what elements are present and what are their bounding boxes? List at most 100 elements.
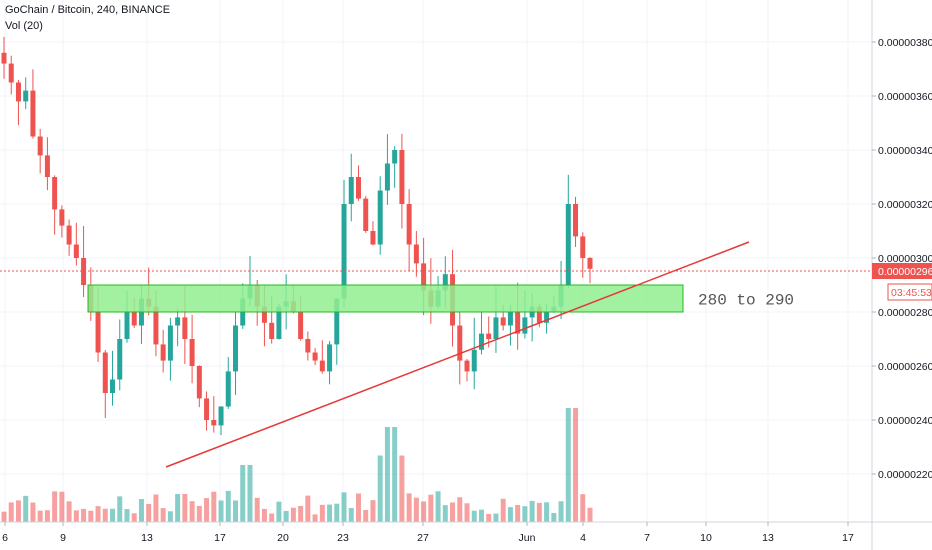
volume-bar [442, 505, 448, 522]
volume-bar [428, 494, 434, 522]
volume-bar [102, 508, 108, 522]
candle-body [500, 317, 506, 326]
volume-bar [254, 497, 260, 522]
volume-bar [189, 501, 195, 522]
price-tick-label: 0.00000360 [878, 91, 932, 103]
last-price-badge [872, 263, 932, 279]
volume-bar [312, 514, 318, 522]
volume-bar [276, 501, 282, 522]
volume-bar [283, 510, 289, 522]
volume-bar [30, 502, 36, 522]
volume-bar [298, 505, 304, 522]
candle-body [319, 360, 325, 372]
volume-bar [131, 513, 137, 522]
volume-bar [167, 511, 173, 522]
candle-body [392, 150, 398, 164]
volume-bar [500, 498, 506, 522]
candle-body [522, 317, 528, 334]
volume-bar [117, 496, 123, 522]
candle-body [153, 306, 159, 345]
candle-body [225, 371, 231, 407]
volume-bar [377, 455, 383, 522]
candle-body [218, 406, 224, 426]
candle-body [341, 204, 347, 299]
volume-bar [182, 493, 188, 522]
volume-bar [421, 501, 427, 522]
candle-body [52, 177, 58, 210]
candle-body [399, 150, 405, 204]
candle-body [486, 333, 492, 339]
volume-bar [486, 513, 492, 522]
volume-indicator-legend[interactable]: Vol (20) [5, 20, 43, 32]
candle-body [413, 244, 419, 264]
volume-bar [587, 507, 593, 522]
candle-body [261, 306, 267, 323]
candle-body [421, 263, 427, 291]
time-tick-label: 13 [141, 532, 153, 544]
countdown-badge [887, 283, 932, 301]
volume-bar [580, 494, 586, 522]
candle-body [182, 317, 188, 339]
volume-bar [464, 503, 470, 522]
candle-body [131, 312, 137, 326]
volume-bar [413, 497, 419, 522]
volume-bar [529, 500, 535, 522]
candle-body [66, 225, 72, 245]
candle-body [59, 209, 65, 226]
candle-body [298, 312, 304, 339]
support-zone-rectangle[interactable] [87, 284, 684, 313]
candle-body [37, 136, 43, 156]
candle-body [305, 339, 311, 353]
candle-body [457, 325, 463, 361]
candle-body [573, 204, 579, 237]
volume-bar [211, 491, 217, 522]
trendline[interactable] [165, 241, 750, 468]
time-tick-label: 23 [337, 532, 349, 544]
volume-bar [536, 502, 542, 522]
candle-body [81, 258, 87, 285]
candle-body [44, 155, 50, 177]
volume-bar [225, 490, 231, 522]
volume-bar [52, 491, 58, 522]
candles [1, 36, 593, 436]
candle-body [478, 333, 484, 350]
volume-bar [261, 508, 267, 522]
time-axis[interactable]: 6 9 13 17 20 23 27 Jun 4 7 10 13 17 [0, 521, 932, 544]
symbol-legend[interactable]: GoChain / Bitcoin, 240, BINANCE [5, 4, 171, 16]
volume-bar [392, 427, 398, 522]
volume-bar [175, 494, 181, 522]
volume-bar [196, 505, 202, 522]
volume-bar [1, 511, 7, 522]
volume-bar [124, 509, 130, 522]
volume-bar [471, 510, 477, 522]
time-tick-label: 20 [277, 532, 289, 544]
price-axis[interactable]: 0.00000220 0.00000240 0.00000260 0.00000280… [871, 0, 932, 550]
volume-bar [23, 495, 29, 522]
price-tick-label: 0.00000240 [878, 415, 932, 427]
volume-bar [8, 502, 14, 522]
candle-body [565, 204, 571, 285]
time-tick-label: 13 [762, 532, 774, 544]
candle-body [312, 352, 318, 361]
volume-bar [218, 500, 224, 522]
volume-bar [355, 493, 361, 522]
time-tick-label: 4 [580, 532, 586, 544]
candle-body [544, 312, 550, 323]
candle-body [15, 82, 21, 102]
time-tick-label: Jun [519, 532, 536, 544]
volume-bar [240, 465, 246, 522]
time-tick-label: 10 [700, 532, 712, 544]
volume-bar [565, 408, 571, 522]
volume-bar [233, 500, 239, 522]
volume-bar [81, 508, 87, 522]
volume-bar [341, 492, 347, 522]
candle-body [23, 90, 29, 102]
volume-bar [66, 501, 72, 522]
candle-body [471, 349, 477, 372]
volume-bar [457, 497, 463, 522]
candle-body [102, 352, 108, 393]
candle-body [348, 177, 354, 204]
volume-bar [348, 508, 354, 522]
volume-bar [37, 510, 43, 522]
